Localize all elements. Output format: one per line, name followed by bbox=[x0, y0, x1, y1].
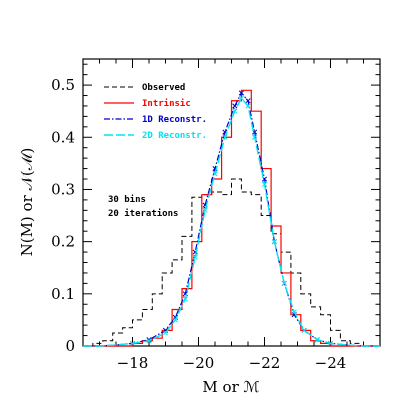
axis-tick-labels: −18 −20 −22 −24 0 0.1 0.2 0.3 0.4 0.5 bbox=[51, 76, 346, 372]
series-layer bbox=[83, 89, 380, 347]
annotation-bins: 30 bins bbox=[108, 194, 146, 205]
x-tick-label: −20 bbox=[183, 354, 215, 372]
y-tick-label: 0.3 bbox=[51, 180, 75, 198]
axis-ticks bbox=[83, 59, 380, 347]
series-4-point bbox=[252, 134, 258, 140]
series-4-point bbox=[271, 239, 277, 245]
series-3-point bbox=[232, 103, 238, 109]
series-4-point bbox=[238, 95, 244, 101]
y-tick-label: 0.4 bbox=[51, 128, 75, 146]
series-4-point bbox=[232, 108, 238, 114]
annotation-iterations: 20 iterations bbox=[108, 208, 178, 219]
series-4-point bbox=[314, 337, 320, 343]
y-tick-label: 0.5 bbox=[51, 76, 75, 94]
series-4-point bbox=[129, 340, 136, 346]
series-4-point bbox=[162, 330, 169, 336]
x-axis-label: M or ℳ bbox=[202, 378, 259, 396]
x-tick-label: −24 bbox=[315, 354, 347, 372]
series-4-point bbox=[202, 207, 208, 213]
series-4-point bbox=[301, 327, 307, 333]
legend: Observed Intrinsic 1D Reconstr. 2D Reconstr… bbox=[104, 83, 207, 141]
series-4-point bbox=[281, 280, 287, 286]
series-4-point bbox=[222, 134, 228, 140]
legend-label: 1D Reconstr. bbox=[142, 115, 207, 125]
series-line-1 bbox=[83, 178, 380, 347]
series-3-point bbox=[238, 90, 244, 96]
series-4-point bbox=[212, 171, 218, 177]
series-4-point bbox=[146, 338, 152, 344]
legend-label: Observed bbox=[142, 83, 185, 93]
series-4-point bbox=[291, 309, 297, 315]
legend-label: 2D Reconstr. bbox=[142, 131, 207, 141]
series-line-3 bbox=[83, 91, 380, 347]
series-4-point bbox=[261, 181, 268, 187]
x-tick-label: −18 bbox=[117, 354, 149, 372]
y-tick-label: 0.2 bbox=[51, 233, 75, 251]
legend-label: Intrinsic bbox=[142, 98, 191, 109]
y-tick-label: 0.1 bbox=[51, 285, 75, 303]
y-tick-label: 0 bbox=[65, 337, 75, 355]
series-4-point bbox=[182, 296, 188, 302]
series-4-point bbox=[172, 317, 178, 323]
y-axis-label: N(M) or 𝒩(ℳ) bbox=[18, 148, 36, 257]
series-4-point bbox=[245, 103, 251, 109]
series-4-point bbox=[327, 340, 334, 346]
series-3-point bbox=[245, 98, 251, 104]
x-tick-label: −22 bbox=[249, 354, 281, 372]
series-4-point bbox=[192, 254, 198, 260]
